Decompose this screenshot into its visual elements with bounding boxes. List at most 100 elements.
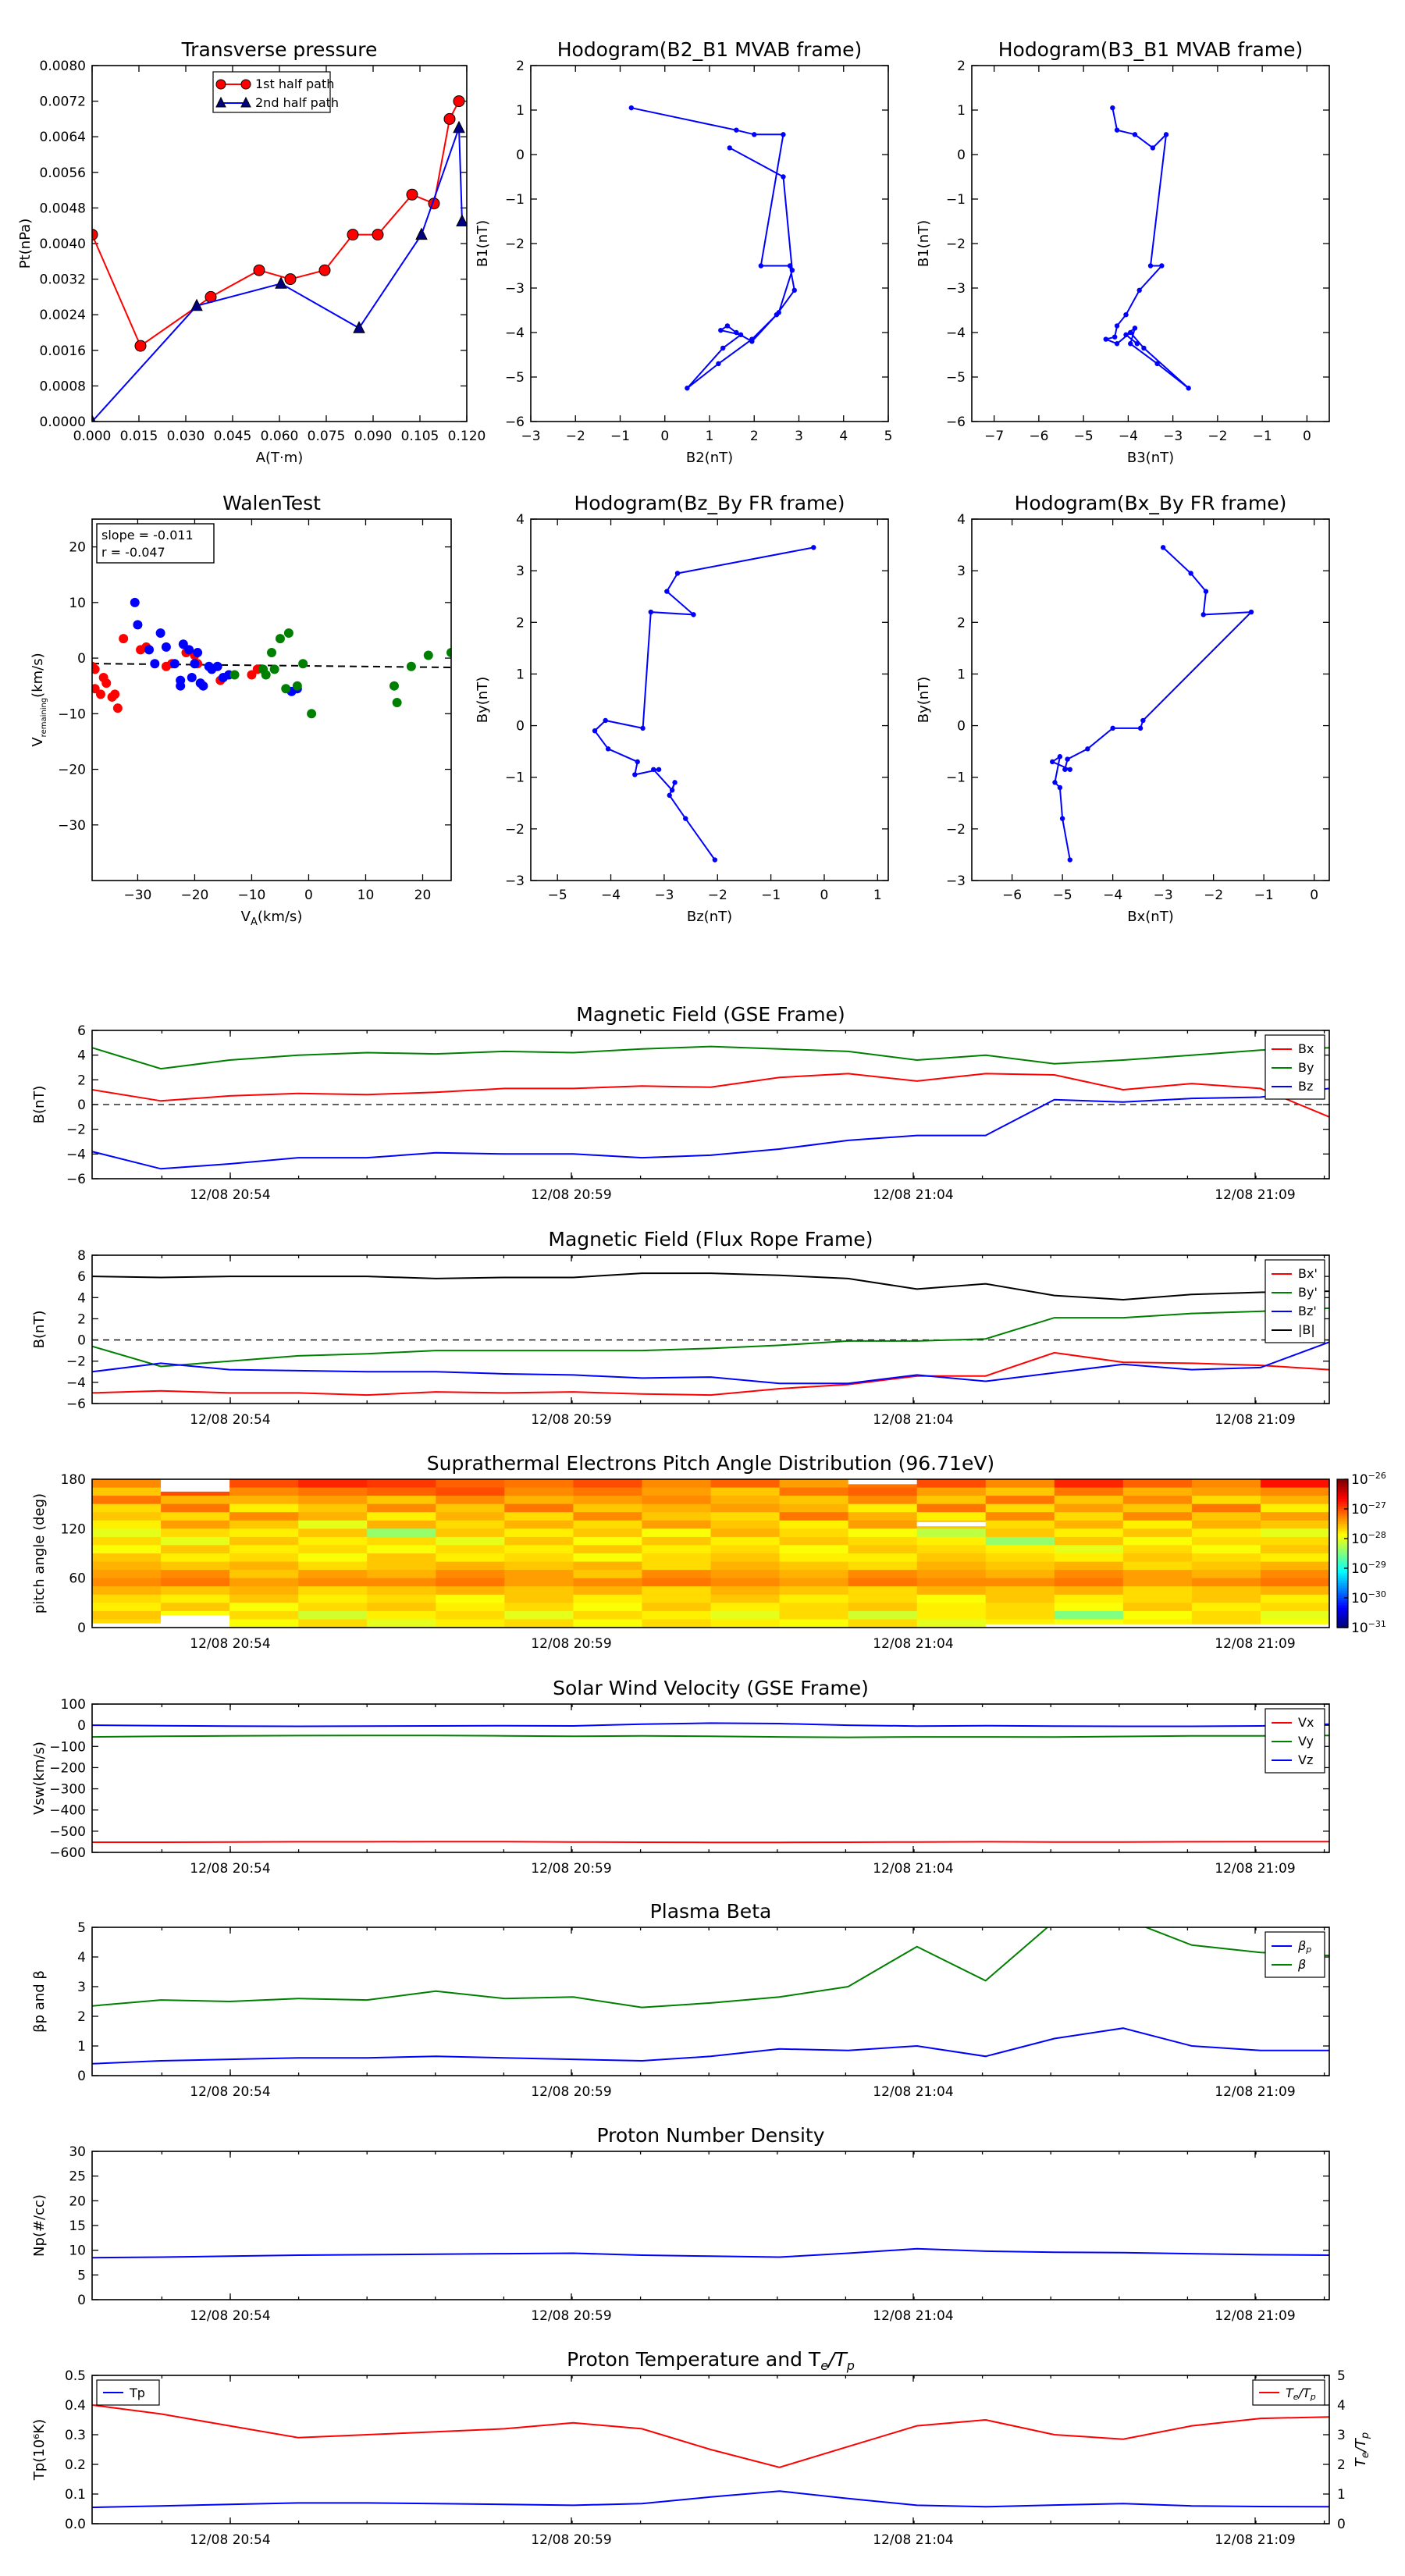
y-tick-label: −2 [946, 822, 966, 838]
heatmap-cell [642, 1578, 712, 1587]
y-tick-label: 0.0024 [40, 308, 86, 323]
y-axis-label: βp and β [31, 1970, 48, 2033]
heatmap-cell [1054, 1553, 1124, 1563]
y-tick-label: 4 [77, 1290, 86, 1306]
heatmap-cell [710, 1594, 781, 1603]
x-tick-label: 12/08 20:54 [190, 2532, 270, 2548]
scatter-point [110, 689, 120, 699]
data-marker [667, 792, 672, 799]
y-tick-label: 2 [516, 615, 525, 631]
scatter-point [130, 597, 140, 607]
colorbar-step [1337, 1511, 1348, 1515]
heatmap-cell [298, 1586, 368, 1596]
scatter-point [112, 703, 123, 713]
plot-frame [91, 65, 468, 422]
y-axis-label: Pt(nPa) [17, 219, 34, 269]
data-marker [1050, 759, 1055, 765]
heatmap-cell [710, 1487, 781, 1496]
heatmap-cell [1260, 1512, 1329, 1521]
colorbar-step [1337, 1580, 1348, 1584]
panel-temp: Proton Temperature and Te/Tp0.00.10.20.3… [31, 2348, 1371, 2548]
heatmap-cell [92, 1570, 162, 1579]
heatmap-cell [436, 1520, 505, 1529]
data-marker [1112, 334, 1118, 340]
heatmap-cell [1054, 1619, 1124, 1628]
y-tick-label: −6 [505, 415, 525, 430]
heatmap-cell [916, 1578, 987, 1587]
heatmap-cell [848, 1570, 918, 1579]
series-line [92, 1073, 1329, 1118]
heatmap-cell [229, 1496, 299, 1505]
heatmap-gap [985, 1624, 1329, 1628]
data-marker [275, 276, 287, 289]
scatter-point [169, 659, 180, 669]
heatmap-cell [1122, 1520, 1193, 1529]
heatmap-cell [92, 1553, 162, 1563]
heatmap-cell [436, 1610, 505, 1621]
heatmap-cell [229, 1561, 299, 1571]
y-tick-label: 0 [77, 2069, 86, 2084]
heatmap-cell [92, 1545, 162, 1554]
colorbar-step [1337, 1539, 1348, 1542]
heatmap-cell [985, 1561, 1055, 1571]
heatmap-cell [916, 1503, 987, 1513]
y-axis-label-rest: (km/s) [30, 653, 46, 697]
series-line [92, 1307, 1329, 1368]
heatmap-cell [573, 1520, 643, 1529]
heatmap-cell [367, 1545, 436, 1554]
scatter-point [133, 620, 143, 630]
heatmap-cell [1054, 1545, 1124, 1554]
heatmap-cell [779, 1512, 849, 1521]
data-layer [1050, 545, 1254, 863]
heatmap-cell [985, 1619, 1055, 1628]
scatter-point [212, 661, 222, 671]
colorbar-step [1337, 1546, 1348, 1550]
y-tick-label: 1 [957, 103, 966, 119]
data-marker [1057, 754, 1063, 760]
plot-frame [91, 1703, 1330, 1853]
heatmap-cell [1260, 1479, 1329, 1489]
heatmap-cell [642, 1487, 712, 1496]
x-tick-label: −3 [1163, 429, 1183, 444]
heatmap-cell [229, 1619, 299, 1628]
panel-vsw: Solar Wind Velocity (GSE Frame) −600 −500 −… [31, 1677, 1330, 1877]
data-marker [347, 229, 359, 241]
heatmap-cell [298, 1528, 368, 1538]
heatmap-cell [92, 1594, 162, 1603]
heatmap-cell [985, 1553, 1055, 1563]
heatmap-cell [92, 1520, 162, 1529]
stats-r: r = -0.047 [101, 545, 165, 560]
heatmap-cell [573, 1536, 643, 1546]
colorbar-frame [1336, 1478, 1349, 1628]
data-marker [674, 571, 681, 576]
y-tick-label: −2 [946, 237, 966, 252]
heatmap-cell [1122, 1553, 1193, 1563]
colorbar-step [1337, 1486, 1348, 1490]
scatter-point [267, 647, 276, 657]
heatmap-cell [1191, 1561, 1261, 1571]
legend: 1st half path 2nd half path [212, 71, 339, 113]
heatmap-cell [642, 1610, 712, 1621]
heatmap-cell [229, 1610, 299, 1621]
data-marker [1128, 329, 1133, 336]
y-tick-label: 2 [516, 59, 525, 74]
data-marker [749, 336, 755, 342]
heatmap-cell [985, 1603, 1055, 1612]
data-marker [1123, 332, 1129, 338]
data-marker [632, 772, 638, 777]
heatmap-cell [985, 1503, 1055, 1513]
colorbar-step [1337, 1482, 1348, 1485]
colorbar-step [1337, 1526, 1348, 1530]
heatmap-cell [229, 1487, 299, 1496]
heatmap-cell [92, 1578, 162, 1587]
heatmap-cell [1260, 1487, 1329, 1496]
data-marker [605, 746, 611, 752]
data-marker [453, 120, 465, 133]
y-tick-label: 0.0056 [40, 165, 86, 181]
x-axis-label: B3(nT) [1127, 450, 1174, 466]
y-right-tick-label: 5 [1337, 2368, 1346, 2384]
heatmap-cell [710, 1561, 781, 1571]
scatter-point [101, 678, 112, 688]
y-tick-label: 0 [516, 719, 525, 735]
y-tick-label: 20 [69, 2194, 86, 2209]
